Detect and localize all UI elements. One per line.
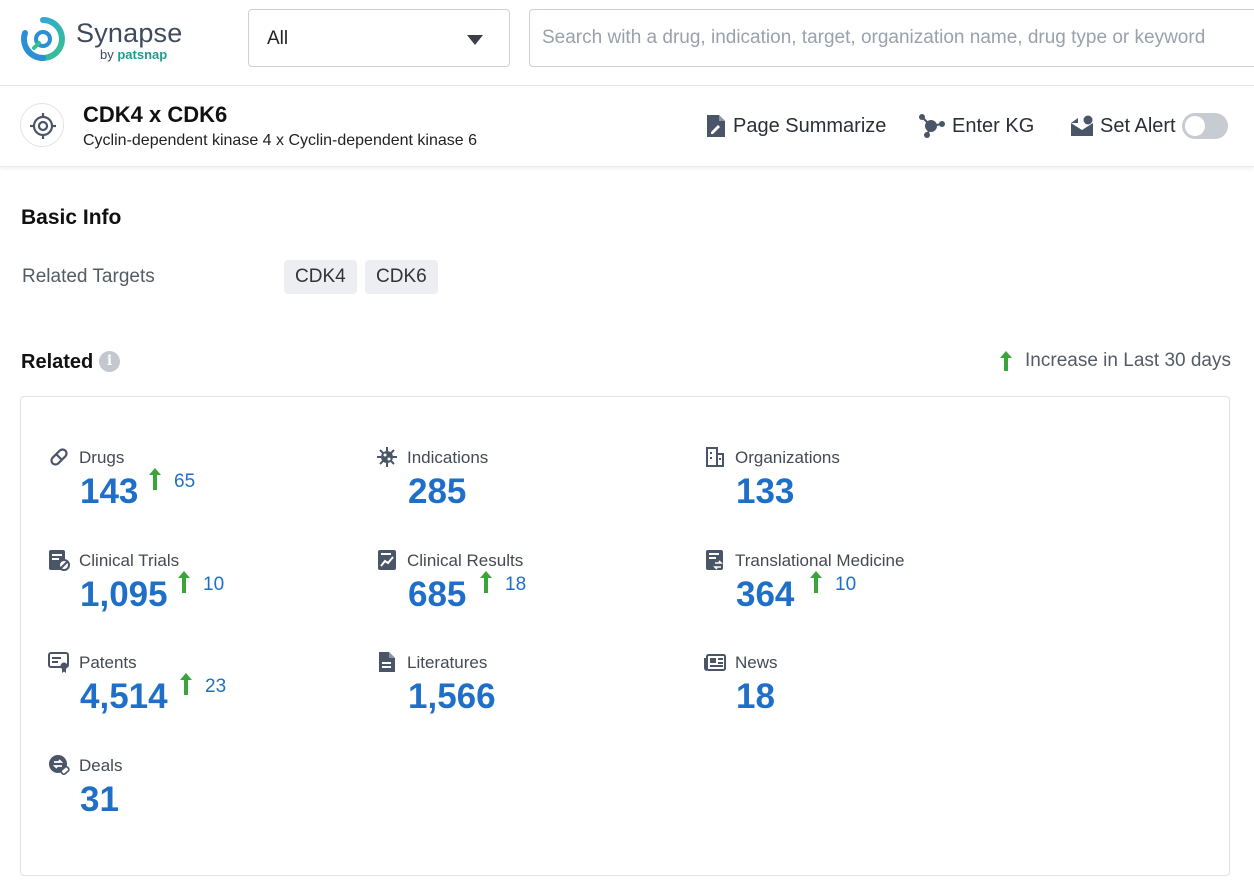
stat-label: Literatures: [407, 653, 487, 673]
arrow-up-icon: [999, 351, 1013, 371]
stat-count: 285: [408, 472, 466, 512]
stat-count: 685: [408, 575, 466, 615]
arrow-up-icon: [177, 571, 191, 593]
stat-clinical-trials[interactable]: Clinical Trials 1,095 10: [48, 549, 348, 639]
virus-icon: [376, 446, 398, 468]
stat-label: Clinical Trials: [79, 551, 179, 571]
translational-icon: [704, 549, 726, 571]
stat-increase: 10: [809, 571, 856, 596]
target-crosshair-icon: [30, 113, 56, 139]
deal-icon: [48, 754, 70, 776]
increase-legend-text: Increase in Last 30 days: [1025, 350, 1231, 372]
stat-label: Organizations: [735, 448, 840, 468]
stat-count: 364: [736, 575, 794, 615]
stat-increase-count: 18: [505, 574, 526, 596]
knowledge-graph-icon: [918, 113, 946, 139]
search-scope-select[interactable]: All: [248, 9, 510, 67]
stat-clinical-results[interactable]: Clinical Results 685 18: [376, 549, 676, 639]
stat-label: News: [735, 653, 778, 673]
pill-icon: [48, 446, 70, 468]
stat-news[interactable]: News 18: [704, 651, 1004, 741]
top-header: Synapse by patsnap All: [0, 0, 1254, 86]
stat-label: Patents: [79, 653, 137, 673]
brand-name: Synapse: [76, 18, 182, 49]
stat-count: 143: [80, 472, 138, 512]
stat-increase: 65: [148, 468, 195, 493]
arrow-up-icon: [809, 571, 823, 593]
stat-deals[interactable]: Deals 31: [48, 754, 348, 844]
toggle-knob: [1185, 116, 1205, 136]
related-target-tag[interactable]: CDK4: [284, 260, 357, 294]
page-summarize-button[interactable]: Page Summarize: [705, 112, 886, 140]
stat-increase: 10: [177, 571, 224, 596]
brand-byline: by patsnap: [100, 47, 167, 62]
related-targets-label: Related Targets: [22, 266, 155, 288]
stat-translational-medicine[interactable]: Translational Medicine 364 10: [704, 549, 1004, 639]
set-alert-toggle[interactable]: [1182, 113, 1228, 139]
target-type-badge: [20, 103, 64, 147]
alert-mail-icon: [1070, 115, 1094, 137]
synapse-logo-icon: [20, 16, 66, 62]
chart-report-icon: [376, 549, 398, 571]
page-title: CDK4 x CDK6: [83, 102, 227, 128]
newspaper-icon: [704, 651, 726, 673]
enter-kg-button[interactable]: Enter KG: [918, 112, 1034, 140]
stat-organizations[interactable]: Organizations 133: [704, 446, 1004, 536]
caret-down-icon: [467, 35, 483, 45]
related-heading: Related: [21, 351, 93, 374]
stat-increase: 18: [479, 571, 526, 596]
related-target-tag[interactable]: CDK6: [365, 260, 438, 294]
stat-label: Clinical Results: [407, 551, 523, 571]
clinical-trial-icon: [48, 549, 70, 571]
set-alert-label: Set Alert: [1100, 115, 1176, 138]
stat-increase-count: 65: [174, 471, 195, 493]
info-icon[interactable]: i: [99, 351, 120, 372]
building-icon: [704, 446, 726, 468]
related-stats-panel: Drugs 143 65 Indications 285 Organi: [20, 396, 1230, 876]
arrow-up-icon: [179, 673, 193, 695]
search-box: [529, 9, 1254, 67]
synapse-logo[interactable]: Synapse by patsnap: [20, 16, 190, 68]
search-input[interactable]: [530, 10, 1254, 66]
stat-count: 18: [736, 677, 775, 717]
arrow-up-icon: [479, 571, 493, 593]
stat-count: 133: [736, 472, 794, 512]
search-scope-value: All: [267, 28, 288, 50]
brand-by-prefix: by: [100, 47, 114, 62]
brand-by-name: patsnap: [117, 47, 167, 62]
basic-info-heading: Basic Info: [21, 206, 121, 230]
stat-count: 4,514: [80, 677, 168, 717]
stat-label: Drugs: [79, 448, 124, 468]
page-summarize-label: Page Summarize: [733, 115, 886, 138]
increase-legend: Increase in Last 30 days: [999, 350, 1231, 372]
stat-patents[interactable]: Patents 4,514 23: [48, 651, 348, 741]
stat-count: 1,566: [408, 677, 496, 717]
stat-drugs[interactable]: Drugs 143 65: [48, 446, 348, 536]
stat-literatures[interactable]: Literatures 1,566: [376, 651, 676, 741]
patent-certificate-icon: [48, 651, 70, 673]
stat-increase-count: 10: [835, 574, 856, 596]
stat-increase: 23: [179, 673, 226, 698]
stat-increase-count: 10: [203, 574, 224, 596]
stat-count: 1,095: [80, 575, 168, 615]
stat-label: Translational Medicine: [735, 551, 904, 571]
document-icon: [376, 651, 398, 673]
summarize-document-icon: [705, 114, 727, 138]
stat-label: Indications: [407, 448, 488, 468]
stat-count: 31: [80, 780, 119, 820]
stat-indications[interactable]: Indications 285: [376, 446, 676, 536]
set-alert-control: Set Alert: [1070, 112, 1228, 140]
page-subtitle: Cyclin-dependent kinase 4 x Cyclin-depen…: [83, 132, 477, 150]
arrow-up-icon: [148, 468, 162, 490]
entity-header: CDK4 x CDK6 Cyclin-dependent kinase 4 x …: [0, 86, 1254, 167]
stat-label: Deals: [79, 756, 122, 776]
enter-kg-label: Enter KG: [952, 115, 1034, 138]
stat-increase-count: 23: [205, 676, 226, 698]
